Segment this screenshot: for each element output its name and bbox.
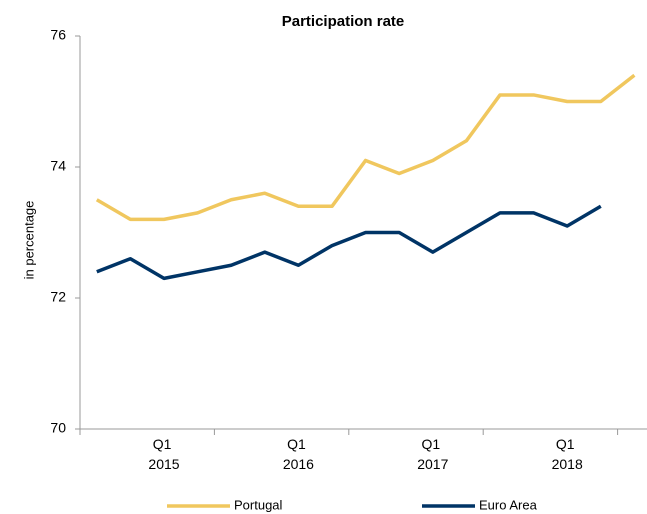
series-line	[96, 204, 602, 281]
y-axis-label: in percentage	[21, 201, 36, 280]
y-tick-label: 76	[50, 27, 66, 43]
y-tick-label: 74	[50, 158, 66, 174]
x-tick-label: Q1 2016	[283, 436, 314, 472]
x-tick-label: Q1 2018	[552, 436, 583, 472]
x-tick-label: Q1 2017	[417, 436, 448, 472]
x-tick-label: Q1 2015	[148, 436, 179, 472]
chart-title: Participation rate	[282, 13, 405, 30]
legend-label: Portugal	[234, 497, 283, 512]
y-tick-label: 72	[50, 289, 66, 305]
y-tick-label: 70	[50, 420, 66, 436]
series-line	[95, 73, 636, 222]
legend-label: Euro Area	[479, 497, 538, 512]
